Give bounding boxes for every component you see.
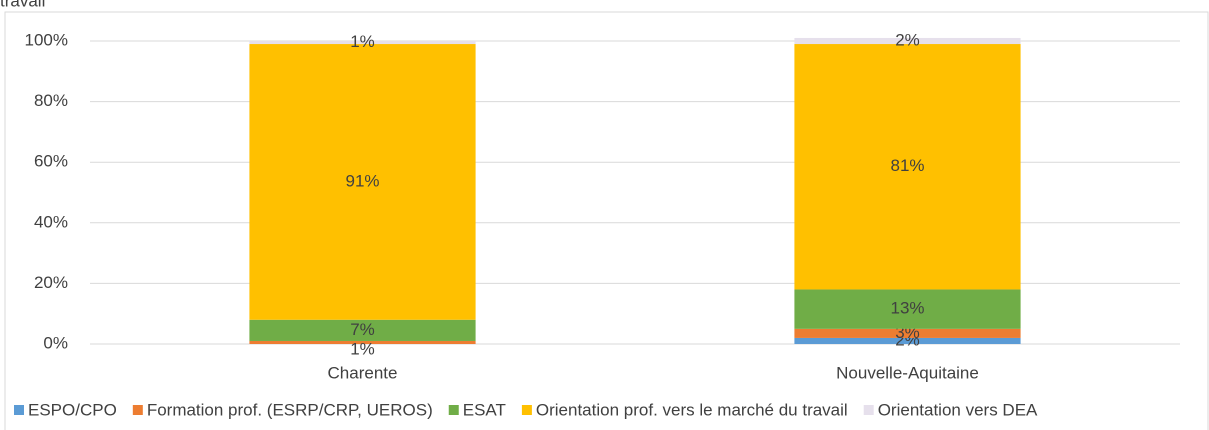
- bar-segment: [794, 37, 1021, 45]
- y-tick-label: 60%: [34, 152, 68, 171]
- data-label: 81%: [890, 156, 924, 175]
- y-tick-label: 100%: [25, 30, 68, 49]
- legend-label: Orientation vers DEA: [878, 400, 1038, 419]
- legend-swatch: [132, 405, 143, 415]
- legend-label: ESPO/CPO: [28, 400, 117, 419]
- y-tick-label: 80%: [34, 91, 68, 110]
- bar-segment: [794, 328, 1021, 338]
- data-label: 13%: [890, 299, 924, 318]
- legend-label: Formation prof. (ESRP/CRP, UEROS): [147, 400, 433, 419]
- bar-segment: [794, 289, 1021, 329]
- data-label: 1%: [350, 339, 375, 358]
- legend-label: Orientation prof. vers le marché du trav…: [536, 400, 848, 419]
- chart-title: travail: [0, 0, 45, 10]
- bar-segment: [249, 319, 476, 341]
- x-tick-label: Charente: [328, 363, 398, 382]
- data-label: 2%: [895, 30, 920, 49]
- y-tick-label: 20%: [34, 273, 68, 292]
- legend-label: ESAT: [463, 400, 506, 419]
- bar-segment: [249, 41, 476, 45]
- chart-frame: [4, 11, 1209, 430]
- y-tick-label: 0%: [43, 333, 68, 352]
- x-tick-label: Nouvelle-Aquitaine: [836, 363, 979, 382]
- data-label: 1%: [350, 32, 375, 51]
- legend-swatch: [14, 405, 24, 415]
- bar-segment: [794, 337, 1021, 344]
- bar-segment: [249, 340, 476, 344]
- data-label: 7%: [350, 320, 375, 339]
- y-tick-label: 40%: [34, 212, 68, 231]
- legend-swatch: [521, 405, 532, 415]
- legend-swatch: [863, 405, 874, 415]
- legend-swatch: [448, 405, 459, 415]
- bar-segment: [794, 44, 1021, 290]
- bar-segment: [249, 44, 476, 320]
- data-label: 91%: [345, 171, 379, 190]
